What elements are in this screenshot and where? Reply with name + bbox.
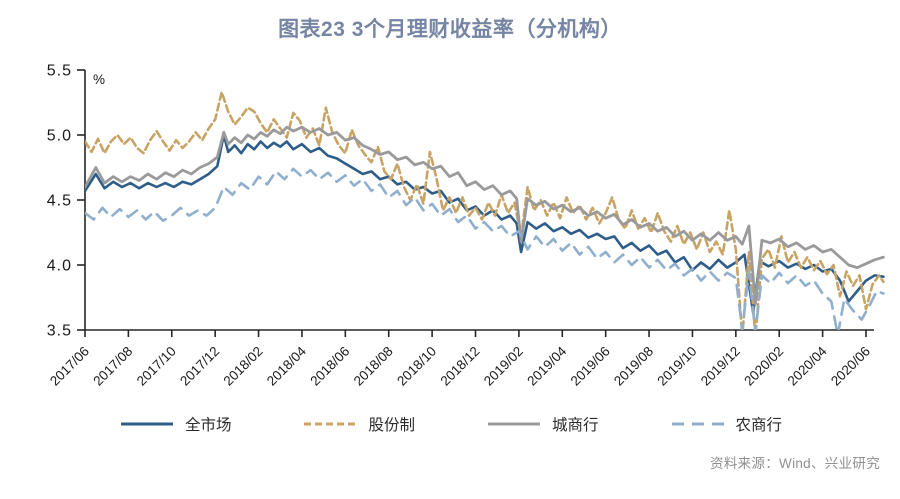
svg-text:2019/10: 2019/10 <box>654 344 699 389</box>
y-axis-unit-label: % <box>93 72 105 87</box>
legend-item-joint-stock-banks: 股份制 <box>301 413 415 435</box>
legend-swatch-joint-stock-banks <box>304 422 357 426</box>
svg-text:5.5: 5.5 <box>47 63 72 80</box>
svg-text:2018/08: 2018/08 <box>351 344 396 389</box>
line-chart: 3.54.04.55.05.5 %2017/062017/082017/10201… <box>47 63 885 389</box>
chart-legend: 全市场 股份制 城商行 农商行 <box>0 413 900 435</box>
svg-text:2019/08: 2019/08 <box>611 344 656 389</box>
legend-label-city-commercial-banks: 城商行 <box>552 417 599 434</box>
svg-text:2020/06: 2020/06 <box>828 344 873 389</box>
svg-text:4.5: 4.5 <box>47 193 72 210</box>
svg-text:2020/02: 2020/02 <box>741 344 786 389</box>
x-axis: 2017/062017/082017/102017/122018/022018/… <box>47 330 873 389</box>
svg-text:2018/10: 2018/10 <box>394 344 439 389</box>
svg-text:2017/12: 2017/12 <box>177 344 222 389</box>
legend-item-city-commercial-banks: 城商行 <box>485 413 599 435</box>
svg-text:2019/04: 2019/04 <box>524 343 569 388</box>
svg-text:4.0: 4.0 <box>47 258 72 275</box>
svg-text:2018/04: 2018/04 <box>264 343 309 388</box>
svg-text:2019/02: 2019/02 <box>481 344 526 389</box>
data-source-note: 资料来源：Wind、兴业研究 <box>710 456 880 471</box>
svg-text:2018/06: 2018/06 <box>307 344 352 389</box>
svg-text:2020/04: 2020/04 <box>785 343 830 388</box>
chart-title: 图表23 3个月理财收益率（分机构） <box>278 18 622 41</box>
svg-text:2017/06: 2017/06 <box>47 344 92 389</box>
svg-text:2017/08: 2017/08 <box>90 344 135 389</box>
legend-swatch-rural-commercial-banks <box>671 422 724 426</box>
svg-text:2018/02: 2018/02 <box>221 344 266 389</box>
series-line-0 <box>85 133 885 315</box>
svg-text:3.5: 3.5 <box>47 323 72 340</box>
series-line-3 <box>85 167 885 330</box>
series-lines <box>85 90 885 330</box>
svg-text:2019/12: 2019/12 <box>698 344 743 389</box>
series-line-1 <box>85 90 885 330</box>
legend-item-full-market: 全市场 <box>118 413 232 435</box>
legend-label-rural-commercial-banks: 农商行 <box>735 417 783 434</box>
legend-swatch-city-commercial-banks <box>488 422 540 426</box>
legend-item-rural-commercial-banks: 农商行 <box>669 413 783 435</box>
y-axis: 3.5 4.0 4.5 5.0 5.5% <box>47 63 105 340</box>
legend-swatch-full-market <box>120 422 173 426</box>
svg-text:2018/12: 2018/12 <box>437 344 482 389</box>
svg-text:2019/06: 2019/06 <box>568 344 613 389</box>
svg-text:2017/10: 2017/10 <box>134 344 179 389</box>
legend-label-joint-stock-banks: 股份制 <box>368 417 415 434</box>
series-line-2 <box>85 125 885 306</box>
svg-text:5.0: 5.0 <box>47 128 72 145</box>
legend-label-full-market: 全市场 <box>184 417 232 434</box>
